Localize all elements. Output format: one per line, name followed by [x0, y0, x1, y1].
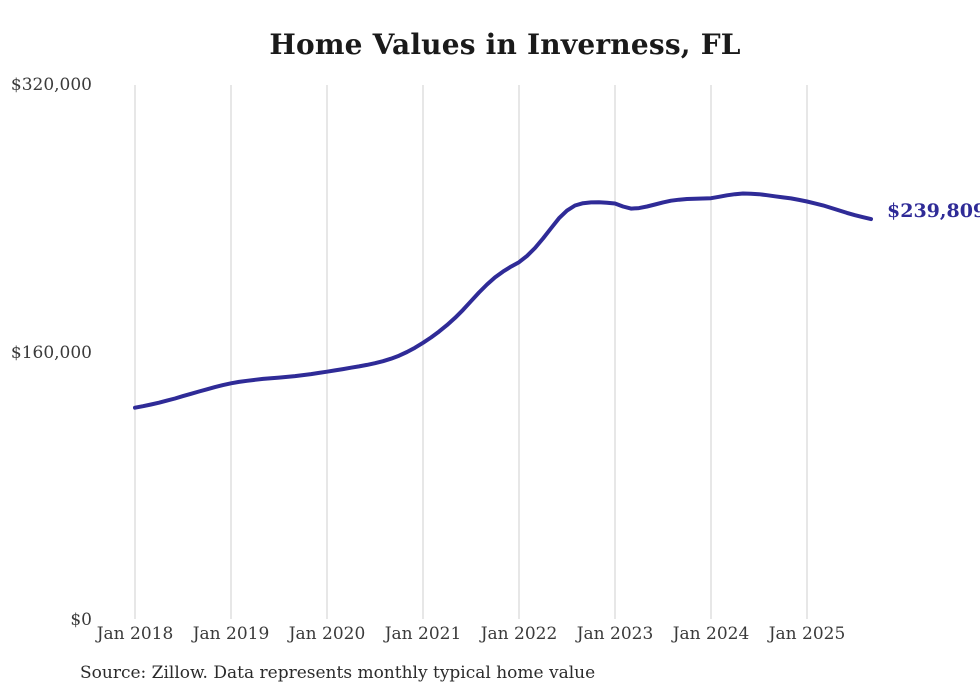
x-tick-label-jan-2023: Jan 2023 [576, 624, 654, 644]
home-value-line-series [133, 191, 873, 410]
chart-title: Home Values in Inverness, FL [269, 28, 741, 61]
x-tick-label-jan-2018: Jan 2018 [96, 624, 174, 644]
x-tick-label-jan-2020: Jan 2020 [288, 624, 366, 644]
y-tick-label-2: $320,000 [10, 75, 92, 95]
y-tick-label-0: $0 [70, 610, 92, 630]
x-tick-label-jan-2021: Jan 2021 [384, 624, 462, 644]
line-end-value-label: $239,809 [887, 200, 980, 223]
x-tick-label-jan-2022: Jan 2022 [480, 624, 558, 644]
x-tick-label-jan-2025: Jan 2025 [768, 624, 846, 644]
x-tick-label-jan-2024: Jan 2024 [672, 624, 750, 644]
source-note: Source: Zillow. Data represents monthly … [80, 663, 596, 683]
y-tick-label-1: $160,000 [10, 342, 92, 363]
x-tick-label-jan-2019: Jan 2019 [192, 624, 270, 644]
